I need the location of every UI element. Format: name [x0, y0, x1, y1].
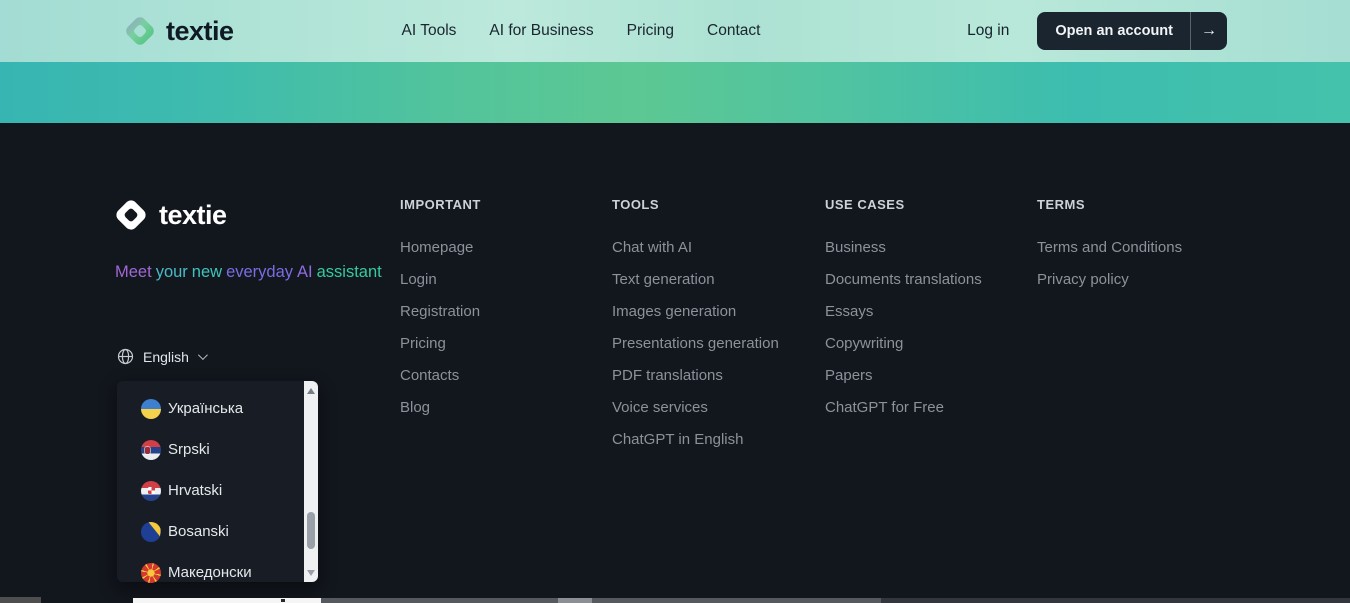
language-selector[interactable]: English [117, 348, 208, 365]
language-option-label: Bosanski [168, 523, 229, 540]
selected-language-label: English [143, 348, 189, 365]
footer-column-use-cases: USE CASES Business Documents translations E… [825, 197, 982, 431]
viewport-bottom-strip-dot [281, 599, 285, 602]
footer-link-text-generation[interactable]: Text generation [612, 271, 715, 288]
footer-link-homepage[interactable]: Homepage [400, 239, 474, 256]
footer-link-login[interactable]: Login [400, 271, 437, 288]
nav-link-ai-tools[interactable]: AI Tools [401, 22, 457, 39]
main-nav: AI Tools AI for Business Pricing Contact [402, 22, 761, 40]
language-option-label: Македонски [168, 564, 252, 581]
footer-link-chatgpt-in-english[interactable]: ChatGPT in English [612, 431, 744, 448]
flag-ua-icon [141, 398, 161, 419]
nav-link-pricing[interactable]: Pricing [626, 22, 675, 39]
scrollbar-up-button[interactable] [304, 383, 318, 399]
language-option-label: Hrvatski [168, 482, 223, 499]
top-navbar: textie AI Tools AI for Business Pricing Con… [0, 0, 1350, 62]
chevron-down-icon [197, 350, 208, 361]
textie-logo-icon-white [113, 197, 149, 233]
navbar-right: Log in Open an account → [967, 12, 1227, 50]
language-option-ba[interactable]: Bosanski [117, 511, 318, 552]
textie-logo-icon [123, 14, 157, 48]
footer-link-presentations-generation[interactable]: Presentations generation [612, 335, 779, 352]
footer-link-pricing[interactable]: Pricing [400, 335, 446, 352]
footer-brand-name: textie [159, 199, 227, 230]
navbar-brand[interactable]: textie [123, 14, 234, 48]
footer-column-title: TOOLS [612, 197, 660, 212]
open-account-button[interactable]: Open an account → [1037, 12, 1227, 50]
footer-column-important: IMPORTANT Homepage Login Registration Pricin… [400, 197, 481, 431]
button-divider [1190, 12, 1191, 50]
arrow-right-icon: → [1201, 22, 1217, 39]
footer-brand[interactable]: textie [113, 197, 227, 233]
tagline-word: assistant [316, 263, 382, 281]
language-option-rs[interactable]: Srpski [117, 429, 318, 470]
footer-link-privacy-policy[interactable]: Privacy policy [1037, 271, 1129, 288]
footer-column-title: TERMS [1037, 197, 1085, 212]
footer-link-business[interactable]: Business [825, 239, 886, 256]
tagline-word: new [191, 263, 223, 281]
language-dropdown: Українська Srpski Hrvatski Bosanski Македонс… [117, 381, 318, 583]
open-account-label: Open an account [1055, 23, 1173, 39]
footer-link-pdf-translations[interactable]: PDF translations [612, 367, 723, 384]
scrollbar-down-button[interactable] [304, 564, 318, 580]
nav-link-contact[interactable]: Contact [707, 22, 761, 39]
tagline-word: everyday [226, 263, 294, 281]
tagline-word: AI [297, 263, 313, 281]
footer-link-blog[interactable]: Blog [400, 399, 431, 416]
footer-link-papers[interactable]: Papers [825, 367, 873, 384]
language-option-list: Українська Srpski Hrvatski Bosanski Македонс… [117, 381, 318, 593]
tagline-word: your [155, 263, 188, 281]
globe-icon [117, 348, 134, 365]
footer-link-contacts[interactable]: Contacts [400, 367, 460, 384]
footer-link-terms-and-conditions[interactable]: Terms and Conditions [1037, 239, 1183, 256]
footer-link-copywriting[interactable]: Copywriting [825, 335, 904, 352]
language-option-mk[interactable]: Македонски [117, 552, 318, 593]
footer-link-chatgpt-for-free[interactable]: ChatGPT for Free [825, 399, 944, 416]
language-option-label: Srpski [168, 441, 210, 458]
language-option-label: Українська [168, 400, 244, 417]
dropdown-scrollbar-track[interactable] [304, 381, 318, 582]
footer-link-images-generation[interactable]: Images generation [612, 303, 737, 320]
viewport-bottom-strip-left [0, 597, 41, 603]
horizontal-scrollbar-thumb[interactable] [558, 598, 592, 603]
footer-column-title: USE CASES [825, 197, 905, 212]
footer-column-terms: TERMS Terms and Conditions Privacy policy [1037, 197, 1182, 303]
viewport-bottom-strip-white [133, 598, 321, 603]
scrollbar-thumb[interactable] [307, 512, 315, 549]
viewport-bottom-strip-right [881, 598, 1350, 603]
tagline-word: Meet [115, 263, 152, 281]
brand-name: textie [166, 15, 234, 46]
flag-ba-icon [141, 521, 161, 542]
horizontal-scrollbar-track[interactable] [321, 598, 881, 603]
flag-rs-icon [141, 439, 161, 460]
footer: textie Meet your new everyday AI assistant En… [0, 123, 1350, 603]
hero-top-band [0, 62, 1350, 123]
login-link[interactable]: Log in [967, 22, 1010, 39]
footer-link-documents-translations[interactable]: Documents translations [825, 271, 982, 288]
footer-link-registration[interactable]: Registration [400, 303, 481, 320]
nav-link-ai-for-business[interactable]: AI for Business [489, 22, 594, 39]
footer-column-tools: TOOLS Chat with AI Text generation Images g… [612, 197, 779, 463]
language-option-hr[interactable]: Hrvatski [117, 470, 318, 511]
flag-hr-icon [141, 480, 161, 501]
flag-mk-icon [141, 562, 161, 583]
footer-link-voice-services[interactable]: Voice services [612, 399, 708, 416]
language-option-ua[interactable]: Українська [117, 388, 318, 429]
footer-link-chat-with-ai[interactable]: Chat with AI [612, 239, 693, 256]
footer-tagline: Meet your new everyday AI assistant [115, 259, 382, 286]
footer-link-essays[interactable]: Essays [825, 303, 874, 320]
footer-column-title: IMPORTANT [400, 197, 481, 212]
